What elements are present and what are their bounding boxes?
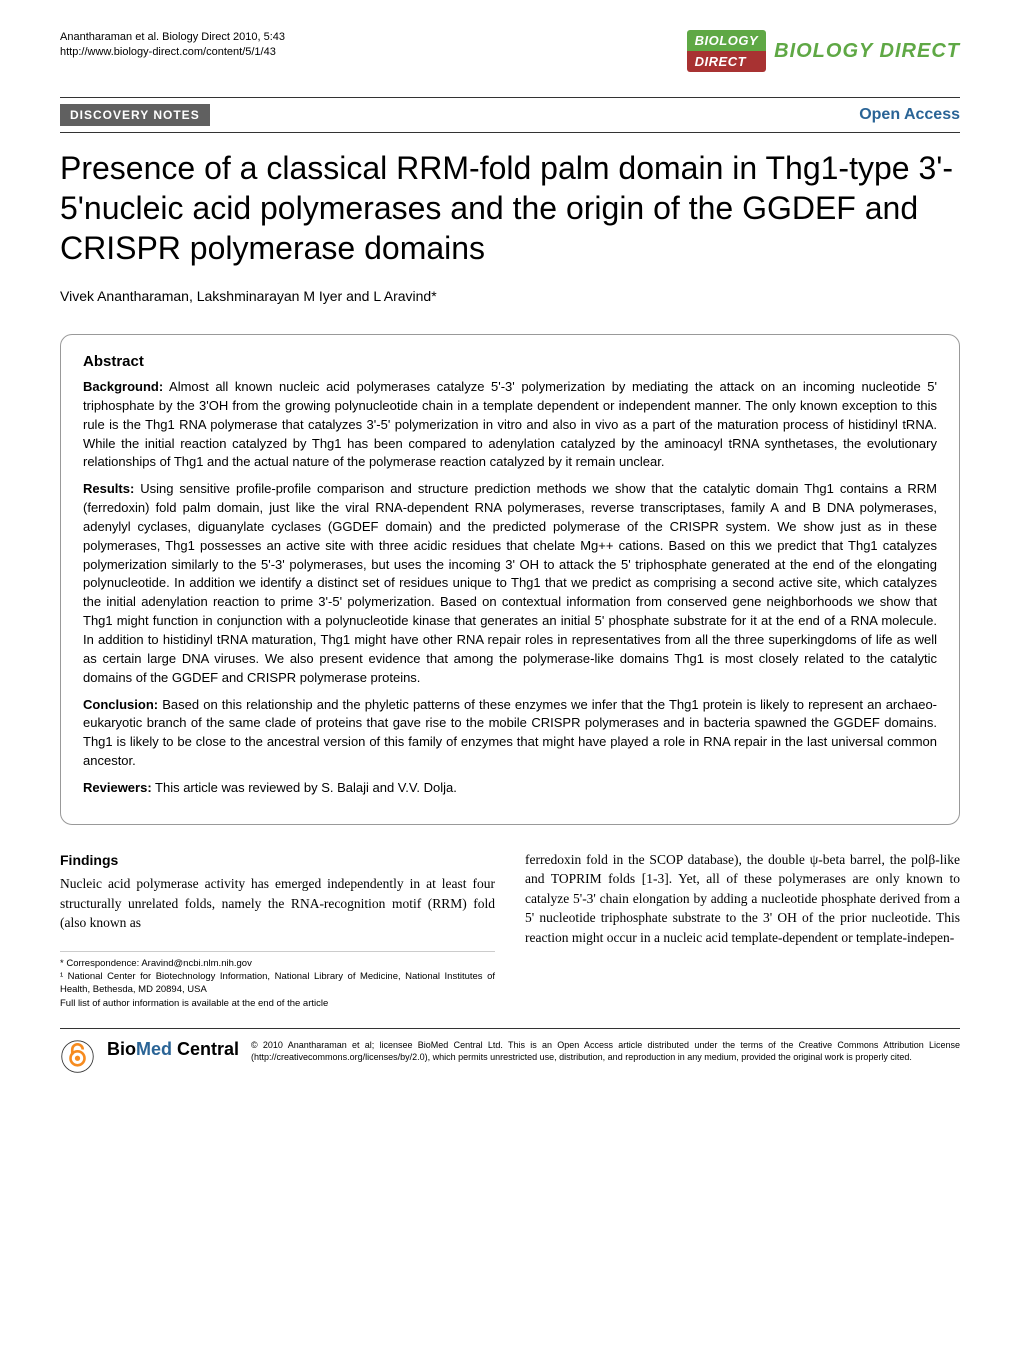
abstract-heading: Abstract [83,353,937,370]
correspondence-affiliation: ¹ National Center for Biotechnology Info… [60,970,495,997]
citation-block: Anantharaman et al. Biology Direct 2010,… [60,30,285,61]
background-text: Almost all known nucleic acid polymerase… [83,379,937,469]
abstract-conclusion: Conclusion: Based on this relationship a… [83,696,937,771]
correspondence-note: Full list of author information is avail… [60,997,495,1010]
findings-column-right: ferredoxin fold in the SCOP database), t… [525,850,960,1010]
abstract-background: Background: Almost all known nucleic aci… [83,378,937,472]
background-label: Background: [83,379,163,394]
article-type-bar: DISCOVERY NOTES Open Access [60,97,960,133]
citation-url[interactable]: http://www.biology-direct.com/content/5/… [60,45,285,60]
findings-heading: Findings [60,850,495,870]
reviewers-label: Reviewers: [83,780,152,795]
findings-text-right: ferredoxin fold in the SCOP database), t… [525,852,960,945]
abstract-box: Abstract Background: Almost all known nu… [60,334,960,825]
copyright-text: © 2010 Anantharaman et al; licensee BioM… [251,1039,960,1063]
biomed-central-logo: BioMed Central [107,1039,239,1060]
correspondence-email: * Correspondence: Aravind@ncbi.nlm.nih.g… [60,957,495,970]
page-header: Anantharaman et al. Biology Direct 2010,… [60,30,960,72]
biomed-central: Central [172,1039,239,1059]
reviewers-text: This article was reviewed by S. Balaji a… [152,780,457,795]
journal-logo: BIOLOGY DIRECT BIOLOGY DIRECT [687,30,960,72]
author-list: Vivek Anantharaman, Lakshminarayan M Iye… [60,288,960,304]
biomed-bio: Bio [107,1039,136,1059]
conclusion-text: Based on this relationship and the phyle… [83,697,937,769]
logo-badge-top: BIOLOGY [687,30,766,51]
article-title: Presence of a classical RRM-fold palm do… [60,148,960,268]
biomed-med: Med [136,1039,172,1059]
correspondence-block: * Correspondence: Aravind@ncbi.nlm.nih.g… [60,951,495,1010]
logo-badge-bottom: DIRECT [687,51,766,72]
journal-name: BIOLOGY DIRECT [774,40,960,63]
results-label: Results: [83,481,134,496]
open-access-label: Open Access [859,106,960,124]
article-type-label: DISCOVERY NOTES [60,104,210,126]
findings-column-left: Findings Nucleic acid polymerase activit… [60,850,495,1010]
abstract-results: Results: Using sensitive profile-profile… [83,480,937,687]
findings-text-left: Nucleic acid polymerase activity has eme… [60,876,495,930]
open-access-icon [60,1039,95,1074]
conclusion-label: Conclusion: [83,697,158,712]
findings-section: Findings Nucleic acid polymerase activit… [60,850,960,1010]
logo-badge: BIOLOGY DIRECT [687,30,766,72]
page-footer: BioMed Central © 2010 Anantharaman et al… [60,1028,960,1074]
results-text: Using sensitive profile-profile comparis… [83,481,937,684]
abstract-reviewers: Reviewers: This article was reviewed by … [83,779,937,798]
citation-line: Anantharaman et al. Biology Direct 2010,… [60,30,285,45]
